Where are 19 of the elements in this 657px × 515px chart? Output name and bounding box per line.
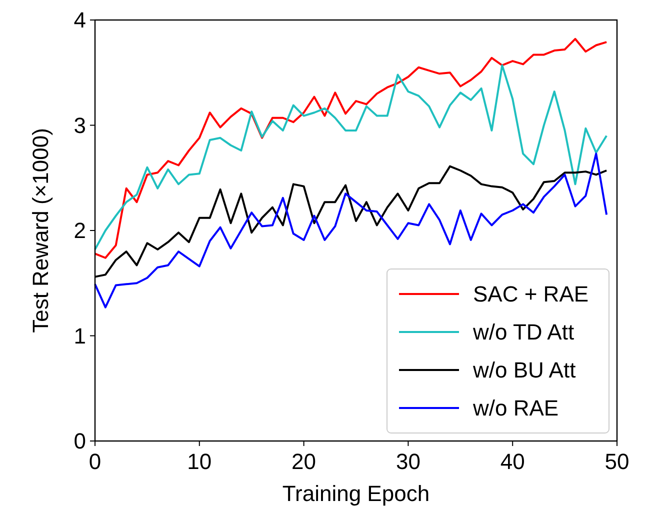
x-tick-label: 30 (396, 449, 420, 474)
legend-label: SAC + RAE (473, 282, 589, 307)
x-tick-label: 50 (604, 449, 630, 474)
legend-label: w/o RAE (472, 396, 559, 421)
y-axis-title: Test Reward (×1000) (28, 128, 53, 333)
line-series (94, 152, 608, 308)
x-tick-label: 40 (500, 449, 525, 474)
x-axis-title: Training Epoch (282, 481, 430, 506)
line-series (94, 64, 608, 250)
y-tick-label: 2 (74, 218, 86, 244)
legend-label: w/o TD Att (472, 320, 574, 345)
line-series (94, 38, 608, 259)
y-tick-label: 1 (74, 323, 86, 348)
y-tick-label: 0 (74, 428, 86, 454)
y-tick-label: 4 (74, 8, 86, 33)
y-tick-label: 3 (74, 112, 86, 138)
x-tick-label: 20 (292, 449, 316, 474)
legend-label: w/o BU Att (472, 358, 576, 383)
x-tick-label: 10 (187, 449, 212, 474)
